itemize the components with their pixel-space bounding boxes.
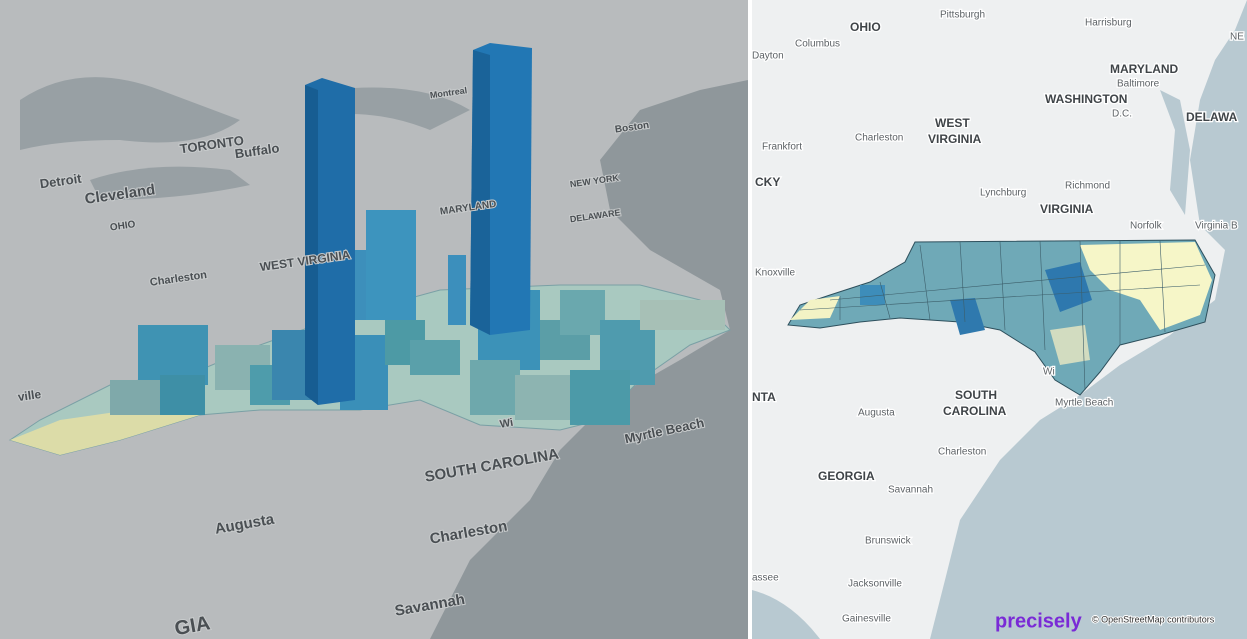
- map-label: Lynchburg: [980, 188, 1026, 199]
- bar: [515, 375, 570, 420]
- bar: [470, 360, 520, 415]
- map-label: GEORGIA: [818, 469, 875, 483]
- map-label: OHIO: [850, 20, 881, 34]
- lake: [90, 166, 250, 200]
- right-map: [752, 0, 1247, 639]
- left-map: [0, 0, 748, 639]
- map-label: OHIO: [109, 219, 136, 233]
- bar: [160, 375, 205, 415]
- map-label: Norfolk: [1130, 221, 1163, 232]
- bar: [110, 380, 160, 415]
- map-label: Frankfort: [762, 142, 802, 153]
- tower-side: [305, 85, 318, 405]
- map-label: VIRGINIA: [928, 132, 982, 146]
- map-label: Charleston: [855, 133, 903, 144]
- map-label: SOUTH: [955, 388, 997, 402]
- divider: [748, 0, 752, 639]
- ocean: [930, 0, 1247, 639]
- bar: [570, 370, 630, 425]
- bar: [640, 300, 725, 330]
- map-label: WEST: [935, 116, 970, 130]
- map-label: Gainesville: [842, 614, 891, 625]
- bar: [366, 210, 416, 320]
- bar: [560, 290, 605, 335]
- map-label: Knoxville: [755, 268, 795, 279]
- map-label: Dayton: [752, 51, 784, 62]
- map-label: NTA: [752, 390, 776, 404]
- ocean: [430, 0, 748, 639]
- map-label: Wi: [1043, 367, 1055, 378]
- county-low: [1080, 242, 1212, 330]
- map-label: Augusta: [858, 408, 895, 419]
- map-label: MARYLAND: [1110, 62, 1179, 76]
- tower-side: [470, 50, 490, 335]
- bar: [448, 255, 466, 325]
- map-label: WASHINGTON: [1045, 92, 1127, 106]
- map-label: Wi: [499, 417, 514, 431]
- map-label: NE: [1230, 32, 1244, 43]
- county-high: [950, 298, 985, 335]
- map-label: Pittsburgh: [940, 10, 985, 21]
- map-label: CKY: [755, 175, 780, 189]
- map-label: Detroit: [39, 171, 83, 192]
- map-label: Harrisburg: [1085, 18, 1132, 29]
- map-label: Jacksonville: [848, 579, 902, 590]
- map-label: Columbus: [795, 39, 840, 50]
- logo: precisely: [995, 610, 1083, 632]
- map-label: Brunswick: [865, 536, 912, 547]
- map-label: Baltimore: [1117, 79, 1160, 90]
- map-label: CAROLINA: [943, 404, 1007, 418]
- map-label: D.C.: [1112, 109, 1132, 120]
- bar: [410, 340, 460, 375]
- map-label: ville: [17, 387, 42, 404]
- bay: [1160, 90, 1190, 215]
- county-lines: [799, 240, 1206, 391]
- map-label: Virginia B: [1195, 221, 1238, 232]
- map-label: DELAWA: [1186, 110, 1238, 124]
- map-label: Charleston: [938, 447, 986, 458]
- gulf: [752, 590, 820, 639]
- county-high: [1045, 262, 1092, 312]
- county-low: [790, 296, 840, 320]
- map-label: VIRGINIA: [1040, 202, 1094, 216]
- lake: [20, 77, 240, 150]
- lake: [330, 87, 470, 130]
- attribution: © OpenStreetMap contributors: [1092, 614, 1215, 624]
- map-label: Myrtle Beach: [1055, 398, 1113, 409]
- map-label: Buffalo: [234, 140, 280, 161]
- map-label: assee: [752, 573, 779, 584]
- county-high: [860, 285, 885, 305]
- county-low: [1050, 325, 1090, 365]
- map-label: Richmond: [1065, 181, 1110, 192]
- map-label: Savannah: [888, 485, 933, 496]
